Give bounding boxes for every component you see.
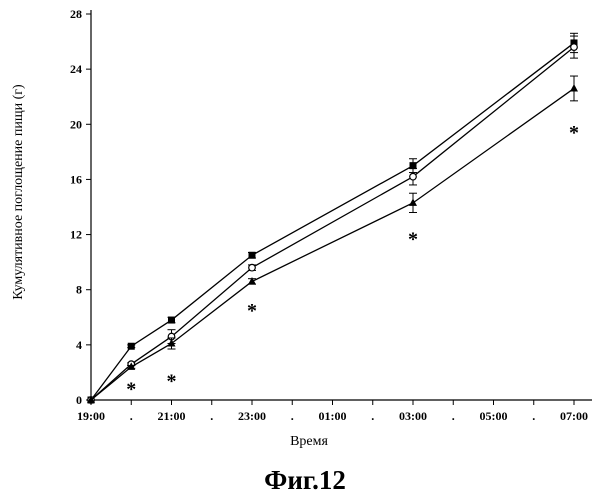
significance-annotations: * * * * * [126,122,579,400]
x-tick-label: 03:00 [399,409,427,423]
x-tick-label: . [291,409,294,423]
y-tick-label: 16 [70,172,82,186]
x-tick-label: . [371,409,374,423]
y-axis-ticks: 0 4 8 12 16 20 24 28 [70,7,91,407]
chart-canvas: 0 4 8 12 16 20 24 28 19:00. 21:00. 23:00. 01:00. 03… [0,0,607,500]
x-tick-label: 07:00 [560,409,588,423]
x-axis-label: Время [290,434,328,449]
significance-asterisk: * [167,370,177,392]
data-point-circle [249,264,256,271]
series-open-circle [88,36,578,403]
x-axis-ticks: 19:00. 21:00. 23:00. 01:00. 03:00. 05:00. 07:0… [77,400,588,423]
data-point-square [128,343,135,350]
x-tick-label: . [532,409,535,423]
x-tick-label: . [452,409,455,423]
x-tick-label: 01:00 [319,409,347,423]
x-tick-label: 23:00 [238,409,266,423]
series-filled-square [88,33,579,403]
data-series [87,33,578,403]
significance-asterisk: * [247,300,257,322]
x-tick-label: 19:00 [77,409,105,423]
x-tick-label: 05:00 [480,409,508,423]
data-point-triangle [409,198,417,206]
y-tick-label: 24 [70,62,82,76]
data-point-circle [571,44,578,51]
data-point-square [168,317,175,324]
significance-asterisk: * [408,228,418,250]
significance-asterisk: * [126,379,136,401]
data-point-square [249,252,256,259]
y-tick-label: 28 [70,7,82,21]
series-filled-triangle [87,76,578,403]
data-point-triangle [168,339,176,347]
y-tick-label: 4 [76,338,82,352]
figure-caption: Фиг.12 [264,465,346,495]
x-tick-label: 21:00 [158,409,186,423]
y-tick-label: 0 [76,393,82,407]
x-tick-label: . [130,409,133,423]
y-tick-label: 20 [70,117,82,131]
y-tick-label: 12 [70,228,82,242]
data-point-triangle [570,84,578,92]
series-line-filled-triangle [91,88,574,400]
data-point-circle [410,173,417,180]
y-axis-label: Кумулятивное поглощение пищи (г) [11,84,26,300]
series-line-open-circle [91,47,574,400]
significance-asterisk: * [569,122,579,144]
y-tick-label: 8 [76,283,82,297]
x-tick-label: . [210,409,213,423]
